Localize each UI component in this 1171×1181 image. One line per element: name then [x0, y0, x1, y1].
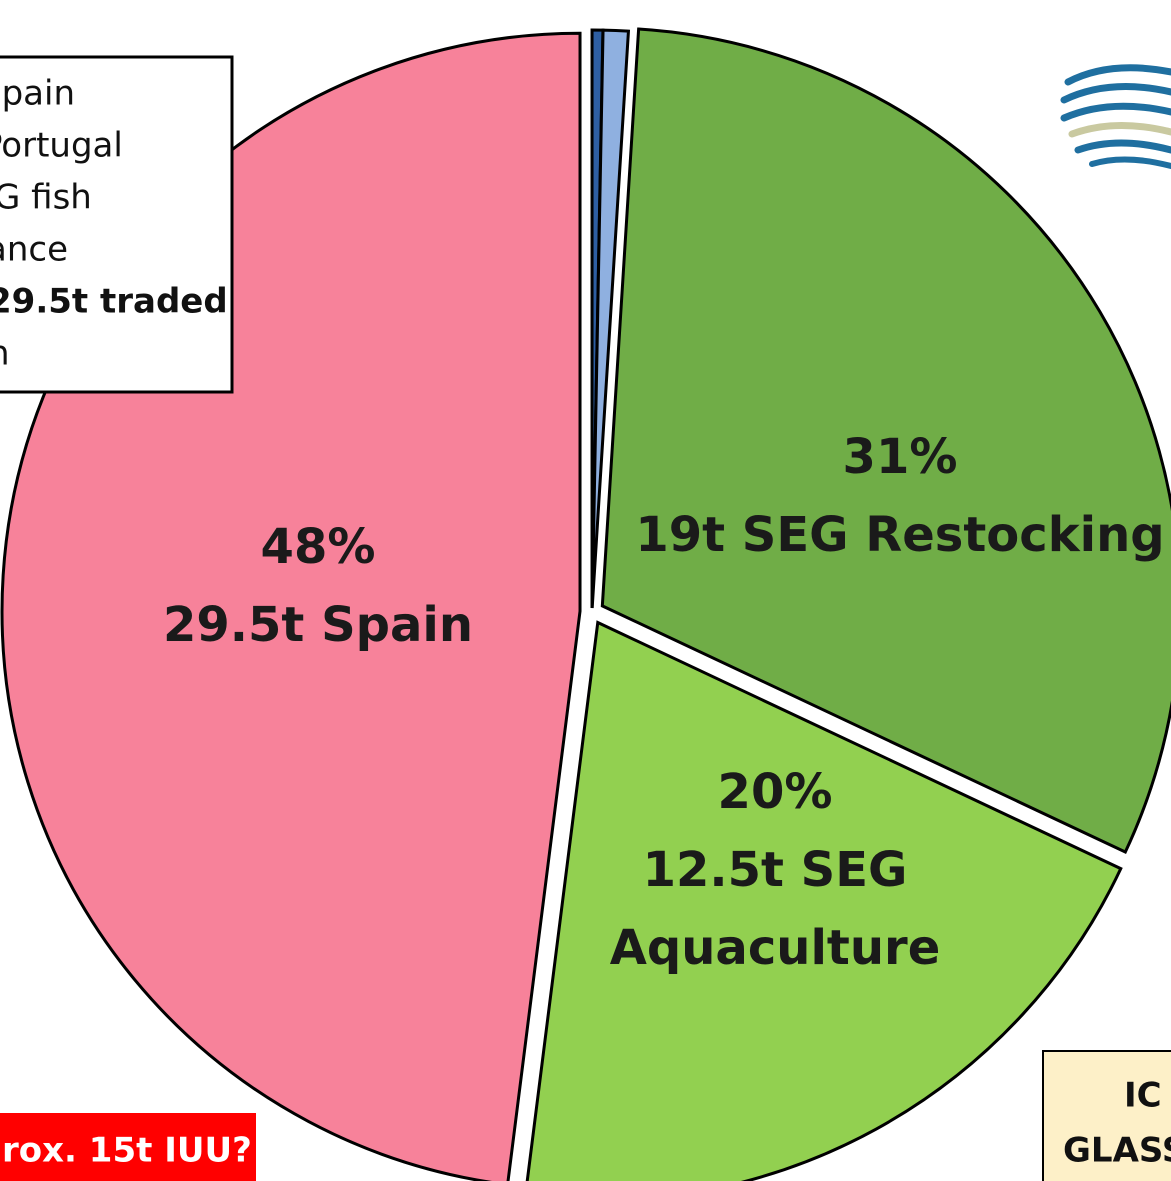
data-label: 48% — [261, 519, 376, 575]
legend-text: 29.5t traded — [0, 282, 228, 322]
side-box-text: GLASS — [1063, 1131, 1171, 1171]
data-label: 20% — [718, 764, 833, 820]
slice-label: Aquaculture — [610, 920, 941, 976]
pie-slice — [600, 27, 1171, 854]
legend-text: ance — [0, 230, 68, 270]
legend-box — [0, 55, 234, 394]
pie: 31% 19t SEG Restocking 20% 12.5t SEG Aquacul… — [0, 27, 1171, 1181]
slice-label: 12.5t SEG — [643, 842, 908, 898]
pie-slice — [590, 28, 631, 609]
annotation-box — [0, 1113, 256, 1181]
slice-label: 29.5t Spain — [163, 597, 473, 653]
data-label: 31% — [843, 429, 958, 485]
annotation: rox. 15t IUU? — [2, 1131, 252, 1171]
legend-text: n — [0, 334, 10, 374]
logo — [1060, 64, 1171, 169]
legend-text: Portugal — [0, 126, 123, 166]
legend: Spain Portugal G fish ance 29.5t traded n — [0, 74, 228, 374]
side-box-text: IC — [1124, 1076, 1162, 1116]
slice-label: 19t SEG Restocking — [635, 507, 1164, 563]
pie-slice — [525, 620, 1123, 1181]
legend-text: Spain — [0, 74, 75, 114]
side-box — [1042, 1050, 1171, 1181]
legend-text: G fish — [0, 178, 92, 218]
